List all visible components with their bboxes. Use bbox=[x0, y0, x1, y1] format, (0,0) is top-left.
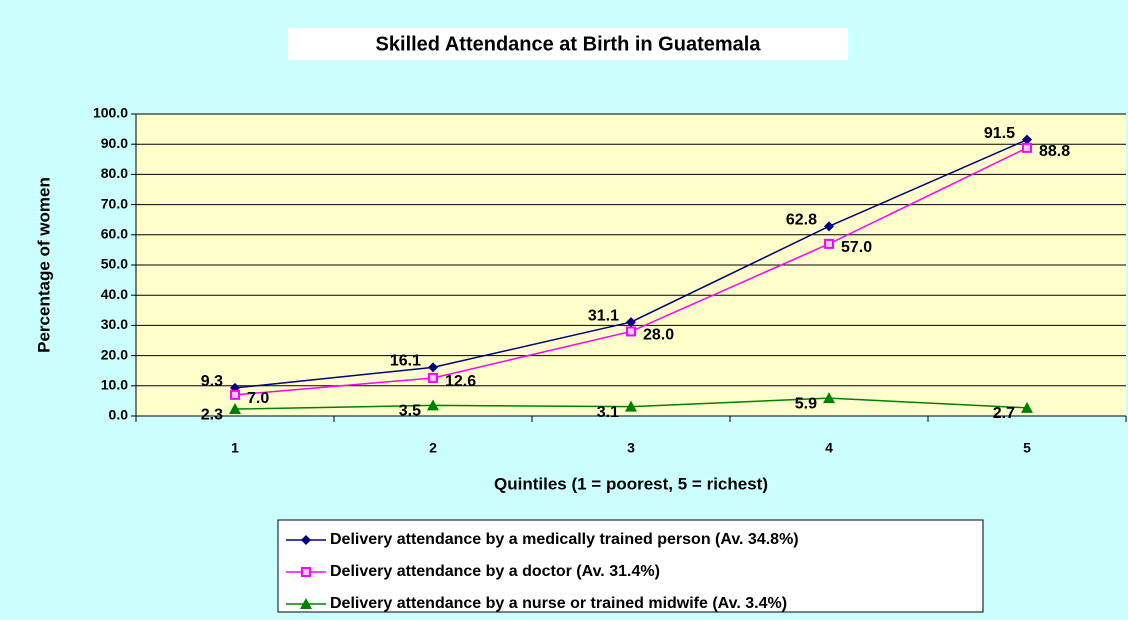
legend-label: Delivery attendance by a medically train… bbox=[330, 531, 799, 548]
y-tick-label: 60.0 bbox=[101, 226, 128, 242]
data-label: 5.9 bbox=[795, 395, 817, 412]
marker bbox=[626, 326, 636, 337]
title-box bbox=[288, 28, 848, 60]
legend-marker bbox=[300, 598, 312, 609]
data-label: 31.1 bbox=[588, 307, 619, 324]
data-label: 2.3 bbox=[201, 406, 223, 423]
y-tick-label: 40.0 bbox=[101, 286, 128, 302]
data-label: 12.6 bbox=[445, 373, 476, 390]
data-label: 91.5 bbox=[984, 125, 1015, 142]
marker bbox=[824, 221, 834, 232]
data-label: 62.8 bbox=[786, 212, 817, 229]
x-axis-label: Quintiles (1 = poorest, 5 = richest) bbox=[494, 474, 768, 493]
y-tick-label: 30.0 bbox=[101, 316, 128, 332]
data-label: 2.7 bbox=[993, 405, 1015, 422]
data-label: 57.0 bbox=[841, 239, 872, 256]
x-tick-label: 1 bbox=[231, 440, 239, 456]
y-tick-label: 50.0 bbox=[101, 256, 128, 272]
chart-title: Skilled Attendance at Birth in Guatemala bbox=[376, 33, 762, 55]
marker bbox=[823, 392, 835, 404]
marker bbox=[626, 317, 636, 328]
marker bbox=[1022, 134, 1032, 145]
marker bbox=[230, 389, 240, 400]
marker bbox=[427, 399, 439, 411]
data-label: 3.1 bbox=[597, 404, 619, 421]
data-label: 3.5 bbox=[399, 403, 421, 420]
data-label: 7.0 bbox=[247, 390, 269, 407]
marker bbox=[824, 238, 834, 249]
x-tick-label: 2 bbox=[429, 440, 437, 456]
y-tick-label: 70.0 bbox=[101, 195, 128, 211]
marker bbox=[1021, 401, 1033, 413]
x-tick-label: 3 bbox=[627, 440, 635, 456]
legend-box bbox=[277, 519, 984, 613]
y-tick-label: 80.0 bbox=[101, 165, 128, 181]
x-tick-label: 4 bbox=[825, 440, 833, 456]
data-label: 88.8 bbox=[1039, 143, 1070, 160]
marker bbox=[1022, 142, 1032, 153]
y-tick-label: 0.0 bbox=[109, 407, 129, 423]
marker bbox=[625, 400, 637, 412]
data-label: 16.1 bbox=[390, 353, 421, 370]
x-tick-label: 5 bbox=[1023, 440, 1031, 456]
y-tick-label: 100.0 bbox=[93, 105, 128, 121]
legend-label: Delivery attendance by a doctor (Av. 31.… bbox=[330, 563, 660, 580]
data-label: 9.3 bbox=[201, 373, 223, 390]
data-label: 28.0 bbox=[643, 327, 674, 344]
legend-marker bbox=[301, 567, 311, 577]
y-tick-label: 90.0 bbox=[101, 135, 128, 151]
legend-label: Delivery attendance by a nurse or traine… bbox=[330, 595, 787, 612]
marker bbox=[428, 372, 438, 383]
y-tick-label: 20.0 bbox=[101, 346, 128, 362]
legend-marker bbox=[301, 535, 311, 545]
y-axis-label: Percentage of women bbox=[34, 177, 53, 353]
y-tick-label: 10.0 bbox=[101, 377, 128, 393]
marker bbox=[428, 362, 438, 373]
marker bbox=[229, 403, 241, 415]
